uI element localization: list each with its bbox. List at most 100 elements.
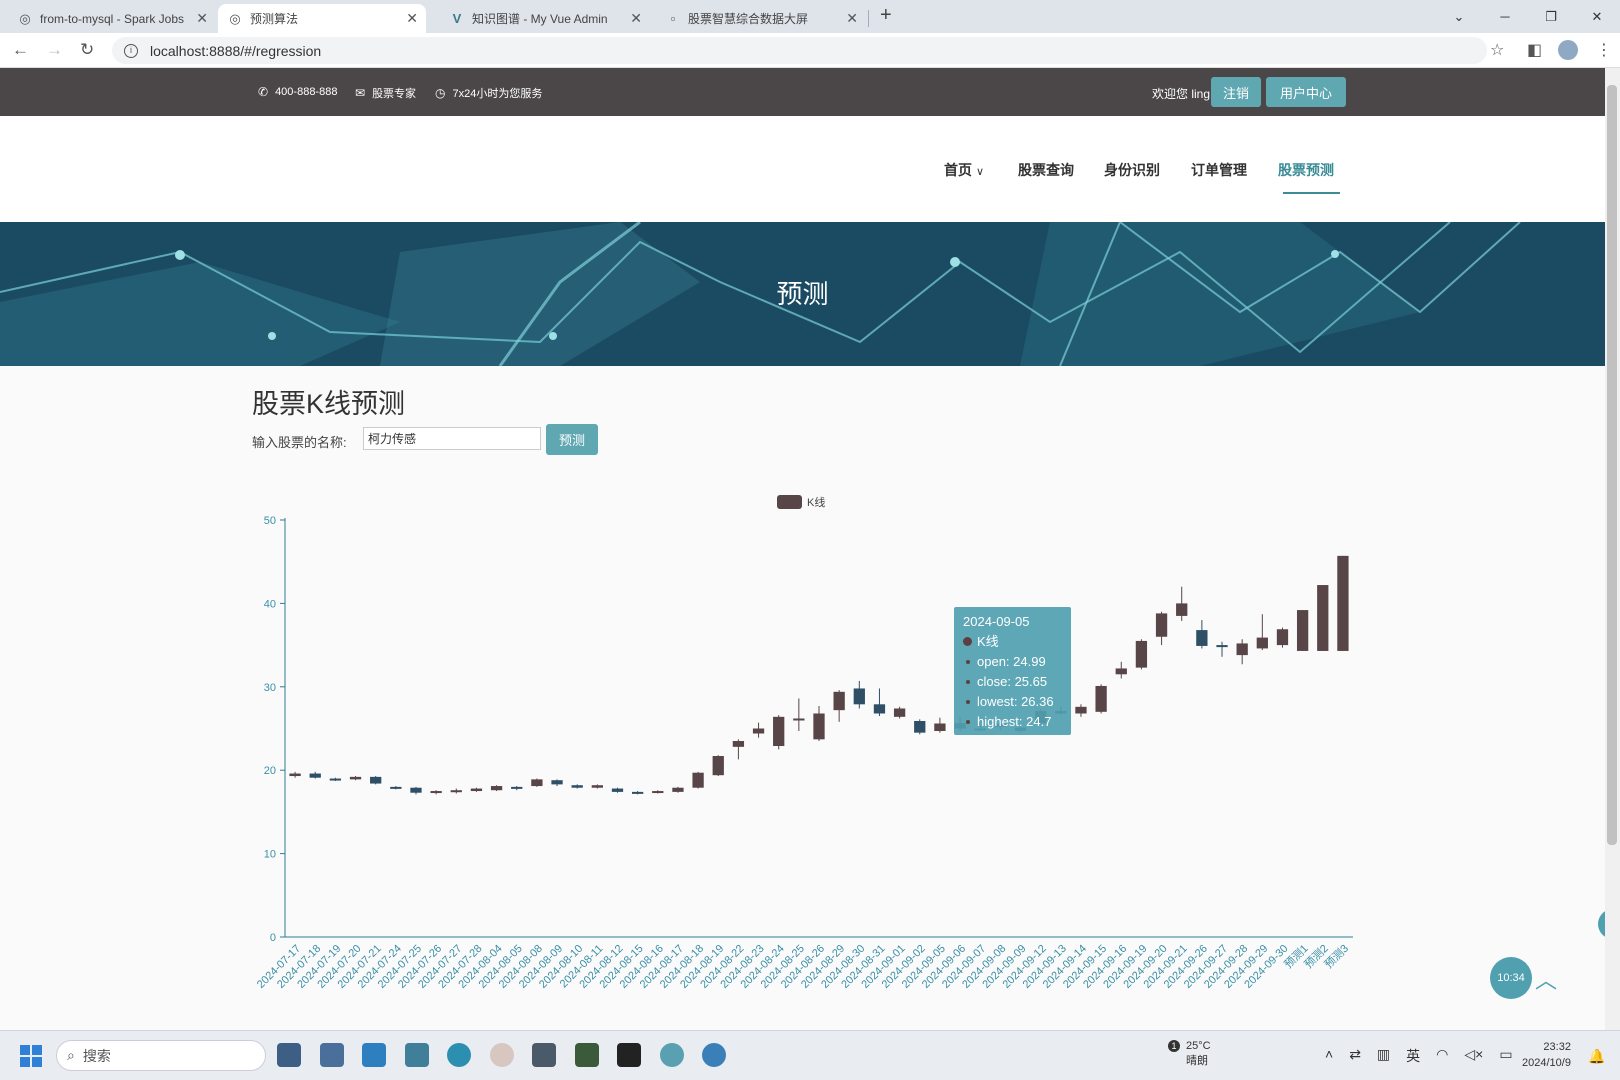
weather-temp: 25°C [1186,1040,1211,1052]
page-banner: 预测 [0,222,1605,366]
predict-button[interactable]: 预测 [546,424,598,455]
taskbar-search[interactable]: ⌕ 搜索 [56,1040,266,1071]
nav-item-identity[interactable]: 身份识别 [1104,162,1160,178]
floating-clock: 10:34 [1490,957,1532,999]
new-tab-button[interactable]: + [880,4,892,26]
notification-bell-icon[interactable]: 🔔 [1588,1048,1606,1064]
close-tab-icon[interactable]: ✕ [846,10,858,26]
browser-taskbar-icon[interactable] [702,1043,726,1067]
nav-active-underline [1283,192,1340,194]
notification-badge: 1 [1168,1040,1180,1052]
chevron-up-icon[interactable]: ˄ [1325,1046,1334,1062]
side-collapse-tab[interactable]: ‹ [1598,909,1605,939]
clock-icon: ◷ [435,86,446,100]
network-transfer-icon[interactable]: ⇄ [1349,1046,1361,1062]
scrollbar-thumb[interactable] [1607,85,1617,845]
browser-tab-knowledge-graph[interactable]: V 知识图谱 - My Vue Admin ✕ [440,4,650,33]
browser-tab-spark[interactable]: ◎ from-to-mysql - Spark Jobs ✕ [8,4,216,33]
file-explorer-icon[interactable] [277,1043,301,1067]
tooltip-series-name: K线 [977,634,999,649]
close-tab-icon[interactable]: ✕ [406,10,418,26]
nav-item-orders[interactable]: 订单管理 [1191,162,1247,178]
window-controls: ⌄ ─ ❐ ✕ [1436,0,1620,33]
battery-icon[interactable]: ▭ [1499,1046,1513,1062]
ime-indicator[interactable]: 英 [1406,1048,1421,1064]
windows-start-icon[interactable] [20,1045,42,1067]
browser-tab-dashboard[interactable]: ▫ 股票智慧综合数据大屏 ✕ [656,4,866,33]
tooltip-date: 2024-09-05 [963,614,1030,629]
nav-item-label: 首页 [944,162,972,178]
close-window-icon[interactable]: ✕ [1591,8,1603,24]
taskbar-app-icon[interactable] [447,1043,471,1067]
stock-name-label: 输入股票的名称: [252,435,347,450]
user-center-button[interactable]: 用户中心 [1266,77,1346,107]
taskbar-app-icon[interactable] [405,1043,429,1067]
tooltip-close-value: close: 25.65 [977,674,1048,689]
back-icon[interactable]: ← [12,40,29,59]
tab-label: 股票智慧综合数据大屏 [688,12,809,26]
profile-avatar-icon[interactable] [1558,40,1578,60]
browser-menu-icon[interactable]: ⋮ [1596,42,1612,59]
site-info-icon[interactable]: i [124,43,138,58]
tab-search-icon[interactable]: ⌄ [1453,8,1465,24]
taskbar-app-icon[interactable] [575,1043,599,1067]
restore-icon[interactable]: ❐ [1545,8,1557,24]
page-icon: ▫ [670,10,676,26]
side-panel-icon[interactable]: ◧ [1527,42,1543,59]
browser-tab-prediction[interactable]: ◎ 预测算法 ✕ [218,4,426,33]
bullet-icon [966,660,970,664]
globe-icon: ◎ [229,10,241,26]
main-nav: 首页 ∨ 股票查询 身份识别 订单管理 股票预测 [0,116,1605,222]
tab-label: 知识图谱 - My Vue Admin [472,12,608,26]
taskbar-app-icon[interactable] [320,1043,344,1067]
globe-icon: ◎ [19,10,31,26]
wifi-icon[interactable]: ◠ [1436,1046,1449,1062]
close-tab-icon[interactable]: ✕ [630,10,642,26]
section-title: 股票K线预测 [252,389,406,419]
chart-tooltip: 2024-09-05 K线 open: 24.99 close: 25.65 l… [954,607,1071,735]
tooltip-open: open: 24.99 [963,652,1062,672]
stock-name-input[interactable] [363,427,541,450]
chevron-down-icon: ∨ [976,166,985,178]
url-field[interactable]: i localhost:8888/#/regression [112,37,1487,64]
tooltip-series: K线 [963,632,1062,652]
nav-item-stock-query[interactable]: 股票查询 [1018,162,1074,178]
taskbar-app-icon[interactable] [660,1043,684,1067]
taskbar-app-icon[interactable] [490,1043,514,1067]
weather-desc: 晴朗 [1186,1055,1208,1067]
tooltip-lowest-value: lowest: 26.36 [977,694,1054,709]
windows-taskbar: ⌕ 搜索 1 25°C 晴朗 ˄ ⇄ ▥ 英 ◠ ◁× ▭ 23:32 2024/… [0,1030,1620,1080]
taskbar-app-icon[interactable] [532,1043,556,1067]
time-text: 23:32 [1543,1041,1571,1053]
browser-window: ◎ from-to-mysql - Spark Jobs ✕ ◎ 预测算法 ✕ … [0,0,1620,68]
back-to-top-icon[interactable]: ︿ [1535,968,1558,993]
clock-date[interactable]: 23:32 2024/10/9 [1522,1039,1571,1071]
minimize-icon[interactable]: ─ [1500,9,1510,24]
reload-icon[interactable]: ↻ [80,40,95,59]
nav-item-home[interactable]: 首页 ∨ [944,160,984,180]
service-text: 7x24小时为您服务 [452,88,543,100]
forward-icon[interactable]: → [46,40,63,59]
address-bar: ← → ↻ i localhost:8888/#/regression ☆ ◧ … [0,33,1620,68]
nav-item-stock-prediction[interactable]: 股票预测 [1278,162,1334,178]
taskbar-app-icon[interactable] [362,1043,386,1067]
weather-widget[interactable]: 1 25°C 晴朗 [1168,1039,1211,1069]
contact-service: ◷ 7x24小时为您服务 [435,85,542,101]
contact-email: ✉ 股票专家 [355,85,416,101]
tab-separator [868,10,869,27]
search-icon: ⌕ [67,1047,75,1063]
web-page: ✆ 400-888-888 ✉ 股票专家 ◷ 7x24小时为您服务 欢迎您 li… [0,68,1605,1030]
terminal-icon[interactable] [617,1043,641,1067]
tab-label: from-to-mysql - Spark Jobs [40,11,185,26]
logout-button[interactable]: 注销 [1211,77,1261,107]
vue-icon: V [452,10,462,26]
welcome-text: 欢迎您 ling [1152,87,1211,101]
bullet-icon [966,680,970,684]
tooltip-open-value: open: 24.99 [977,654,1046,669]
tooltip-close: close: 25.65 [963,672,1062,692]
phone-number: 400-888-888 [275,86,338,98]
close-tab-icon[interactable]: ✕ [196,10,208,26]
chart-bars-icon[interactable]: ▥ [1376,1046,1391,1062]
volume-muted-icon[interactable]: ◁× [1464,1046,1484,1062]
bookmark-star-icon[interactable]: ☆ [1490,42,1505,59]
